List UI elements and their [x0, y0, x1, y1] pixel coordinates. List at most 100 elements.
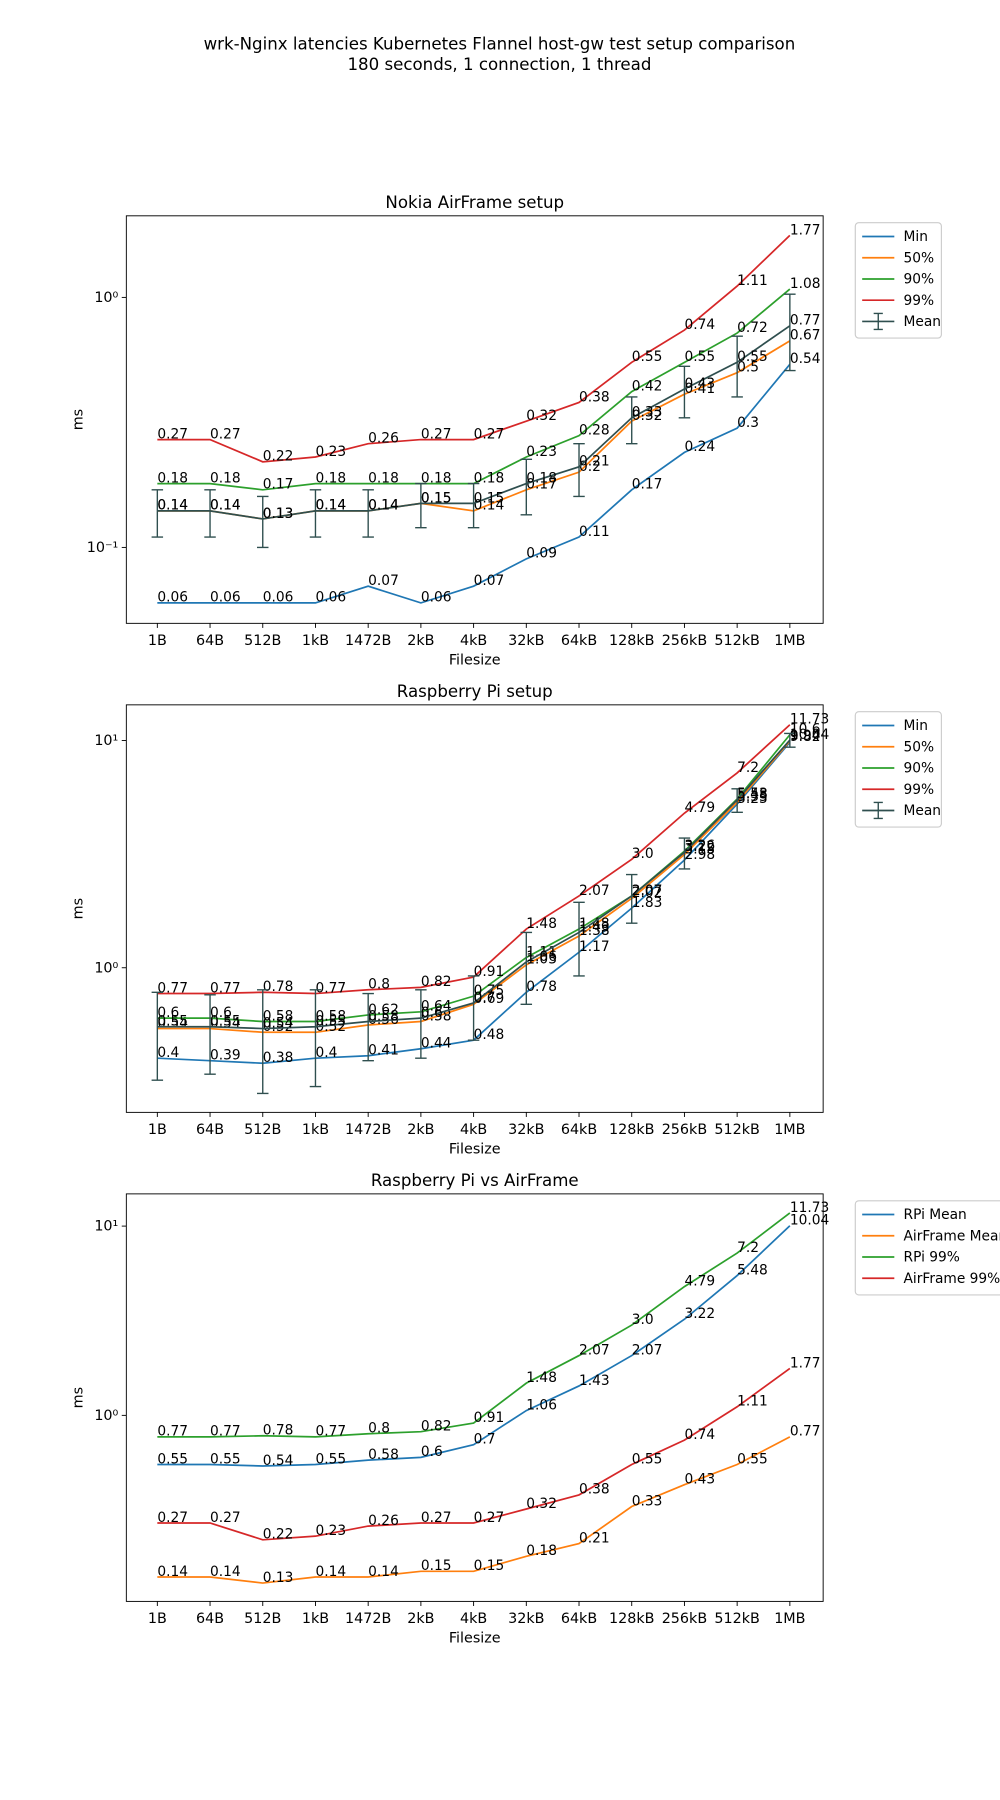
data-label: 1.48: [526, 1370, 557, 1386]
data-label: 1.83: [632, 895, 663, 911]
legend-label: Min: [904, 229, 928, 245]
data-label: 0.54: [263, 1453, 294, 1469]
data-label: 1.48: [526, 916, 557, 932]
data-label: 0.78: [526, 979, 557, 995]
data-label: 0.15: [421, 490, 452, 506]
series-line: [157, 1436, 791, 1584]
data-label: 0.55: [210, 1014, 241, 1030]
x-tick-label: 1kB: [302, 1611, 329, 1627]
data-label: 0.55: [632, 1451, 663, 1467]
data-label: 0.32: [526, 408, 557, 424]
data-label: 0.14: [315, 498, 346, 514]
data-label: 0.18: [315, 470, 346, 486]
figure-title: wrk-Nginx latencies Kubernetes Flannel h…: [204, 34, 796, 53]
legend-label: RPi Mean: [904, 1207, 967, 1223]
x-tick-label: 128kB: [609, 1611, 654, 1627]
data-label: 0.13: [263, 1570, 294, 1586]
data-label: 0.55: [737, 1451, 768, 1467]
data-label: 9.94: [790, 728, 821, 744]
data-label: 0.27: [210, 426, 241, 442]
legend-label: AirFrame 99%: [904, 1271, 1000, 1287]
data-label: 0.52: [263, 1019, 294, 1035]
x-tick-label: 512B: [244, 1122, 281, 1138]
x-tick-label: 1B: [148, 1122, 167, 1138]
data-label: 0.27: [474, 1510, 505, 1526]
x-tick-label: 64kB: [561, 1611, 597, 1627]
y-axis-label: ms: [71, 409, 87, 430]
data-label: 0.6: [421, 1444, 443, 1460]
data-label: 0.3: [737, 415, 759, 431]
data-label: 2.07: [632, 883, 663, 899]
data-label: 5.53: [737, 786, 768, 802]
data-label: 0.55: [315, 1014, 346, 1030]
error-bar: [467, 975, 480, 1041]
data-label: 0.55: [632, 349, 663, 365]
figure-subtitle: 180 seconds, 1 connection, 1 thread: [347, 55, 651, 74]
data-label: 3.0: [632, 846, 654, 862]
data-label: 0.58: [368, 1447, 399, 1463]
legend-box: [854, 1200, 1000, 1296]
data-label: 0.23: [315, 444, 346, 460]
data-label: 10.04: [790, 1213, 829, 1229]
data-label: 3.26: [684, 838, 715, 854]
data-label: 2.07: [579, 1342, 610, 1358]
data-label: 5.48: [737, 1262, 768, 1278]
data-label: 0.72: [737, 320, 768, 336]
data-label: 0.33: [632, 405, 663, 421]
x-axis-label: Filesize: [449, 653, 501, 669]
series-line: [157, 234, 791, 463]
data-label: 0.07: [368, 573, 399, 589]
data-label: 0.18: [526, 1543, 557, 1559]
error-bar: [151, 489, 164, 538]
error-bar: [520, 458, 533, 516]
data-label: 0.14: [157, 498, 188, 514]
x-tick-label: 2kB: [407, 633, 434, 649]
legend-label: 90%: [904, 272, 935, 288]
x-tick-label: 4kB: [460, 1122, 487, 1138]
error-bar: [625, 396, 638, 445]
data-label: 0.32: [526, 1496, 557, 1512]
x-tick-label: 512kB: [714, 633, 759, 649]
x-tick-label: 1MB: [774, 1122, 805, 1138]
data-label: 0.74: [684, 317, 715, 333]
data-label: 4.79: [684, 1273, 715, 1289]
data-label: 0.58: [368, 1008, 399, 1024]
data-label: 0.14: [315, 1564, 346, 1580]
data-label: 0.6: [210, 1005, 232, 1021]
series-line: [157, 1212, 791, 1438]
data-label: 0.2: [579, 459, 601, 475]
data-label: 1.77: [790, 222, 821, 238]
data-label: 0.8: [368, 977, 390, 993]
data-label: 0.5: [737, 360, 759, 376]
plot-frame: [125, 215, 824, 624]
data-label: 0.55: [684, 349, 715, 365]
data-label: 0.55: [210, 1451, 241, 1467]
data-label: 0.14: [210, 498, 241, 514]
data-label: 0.18: [210, 470, 241, 486]
x-tick-label: 1kB: [302, 1122, 329, 1138]
data-label: 1.11: [737, 273, 768, 289]
data-label: 1.03: [526, 952, 557, 968]
data-label: 0.55: [157, 1014, 188, 1030]
data-label: 0.38: [263, 1050, 294, 1066]
error-bar: [573, 901, 585, 977]
legend-label: RPi 99%: [904, 1250, 960, 1266]
error-bar: [309, 489, 322, 538]
data-label: 0.27: [210, 1510, 241, 1526]
x-tick-label: 64kB: [561, 1122, 597, 1138]
data-label: 0.11: [579, 524, 610, 540]
data-label: 10.6: [790, 722, 821, 738]
data-label: 0.6: [421, 1005, 443, 1021]
data-label: 5.48: [737, 787, 768, 803]
data-label: 0.06: [263, 590, 294, 606]
x-tick-label: 512B: [244, 633, 281, 649]
data-label: 0.18: [368, 470, 399, 486]
data-label: 0.52: [315, 1019, 346, 1035]
data-label: 0.7: [474, 990, 496, 1006]
x-tick-label: 128kB: [609, 633, 654, 649]
error-bar: [520, 931, 533, 1006]
error-bar: [362, 992, 374, 1062]
data-label: 0.55: [315, 1451, 346, 1467]
error-bar: [309, 989, 322, 1088]
x-tick-label: 256kB: [662, 1122, 707, 1138]
